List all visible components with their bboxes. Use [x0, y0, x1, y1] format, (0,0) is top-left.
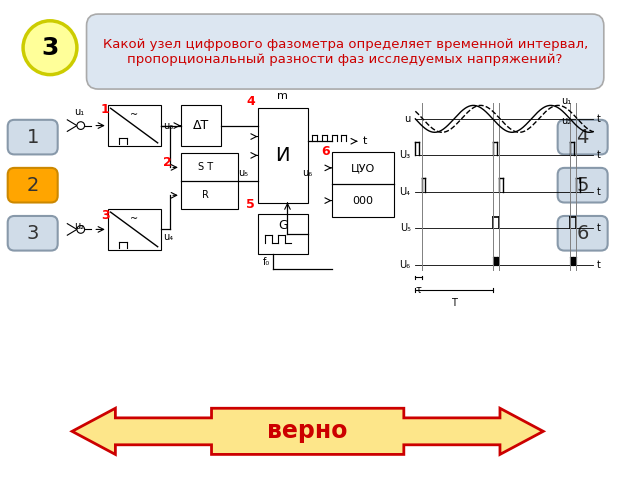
Text: U₅: U₅	[399, 224, 410, 233]
FancyBboxPatch shape	[8, 168, 58, 203]
Text: 1: 1	[26, 128, 39, 146]
Circle shape	[77, 122, 84, 130]
Circle shape	[77, 226, 84, 233]
Text: И: И	[275, 146, 290, 165]
Text: u₃: u₃	[163, 120, 173, 131]
Text: t: t	[362, 136, 367, 146]
Text: u₁: u₁	[561, 96, 572, 107]
Text: τ: τ	[415, 285, 421, 295]
Text: R: R	[202, 190, 209, 200]
Text: t: t	[597, 114, 601, 124]
FancyBboxPatch shape	[8, 120, 58, 155]
Bar	[108, 106, 161, 146]
Text: ЦУО: ЦУО	[351, 163, 375, 173]
Text: U₄: U₄	[399, 187, 410, 197]
Text: u: u	[404, 114, 410, 124]
Text: u₅: u₅	[239, 168, 248, 178]
FancyBboxPatch shape	[557, 216, 607, 251]
Text: 2: 2	[26, 176, 39, 195]
FancyBboxPatch shape	[557, 120, 607, 155]
Polygon shape	[72, 408, 543, 455]
Text: u₂: u₂	[74, 221, 84, 230]
Text: t: t	[597, 187, 601, 197]
Text: f₀: f₀	[262, 257, 270, 267]
Text: 6: 6	[577, 224, 589, 243]
Text: ~: ~	[130, 110, 138, 120]
Text: u₆: u₆	[302, 168, 312, 178]
Text: ΔT: ΔT	[193, 119, 209, 132]
Text: U₆: U₆	[399, 260, 410, 270]
Text: 5: 5	[577, 176, 589, 195]
Text: 3: 3	[42, 36, 59, 60]
Text: m: m	[277, 91, 288, 101]
Text: 6: 6	[321, 145, 330, 158]
Text: Какой узел цифрового фазометра определяет временной интервал,
пропорциональный р: Какой узел цифрового фазометра определяе…	[102, 37, 588, 66]
Text: u₁: u₁	[74, 107, 84, 117]
Bar	[108, 209, 161, 250]
Text: u₄: u₄	[163, 232, 173, 242]
Text: U₃: U₃	[399, 150, 410, 160]
Text: T: T	[451, 298, 457, 308]
FancyBboxPatch shape	[86, 14, 604, 89]
Text: 1: 1	[101, 103, 109, 116]
Text: 2: 2	[163, 156, 172, 169]
Text: 4: 4	[246, 96, 255, 108]
Text: t: t	[597, 224, 601, 233]
Text: 000: 000	[353, 195, 374, 205]
Text: верно: верно	[268, 420, 348, 444]
Text: G: G	[278, 219, 287, 232]
Text: 4: 4	[577, 128, 589, 146]
Text: 5: 5	[246, 198, 255, 211]
Bar	[258, 214, 308, 254]
Text: S T: S T	[198, 162, 213, 172]
Text: 3: 3	[26, 224, 39, 243]
Text: 3: 3	[101, 209, 109, 222]
Bar	[258, 108, 308, 203]
FancyBboxPatch shape	[8, 216, 58, 251]
Text: u₂: u₂	[561, 116, 572, 126]
Text: ~: ~	[130, 214, 138, 224]
FancyBboxPatch shape	[557, 168, 607, 203]
Bar	[332, 152, 394, 217]
Bar	[180, 154, 239, 209]
Bar	[180, 106, 221, 146]
Text: t: t	[597, 150, 601, 160]
Circle shape	[23, 21, 77, 74]
Text: t: t	[597, 260, 601, 270]
